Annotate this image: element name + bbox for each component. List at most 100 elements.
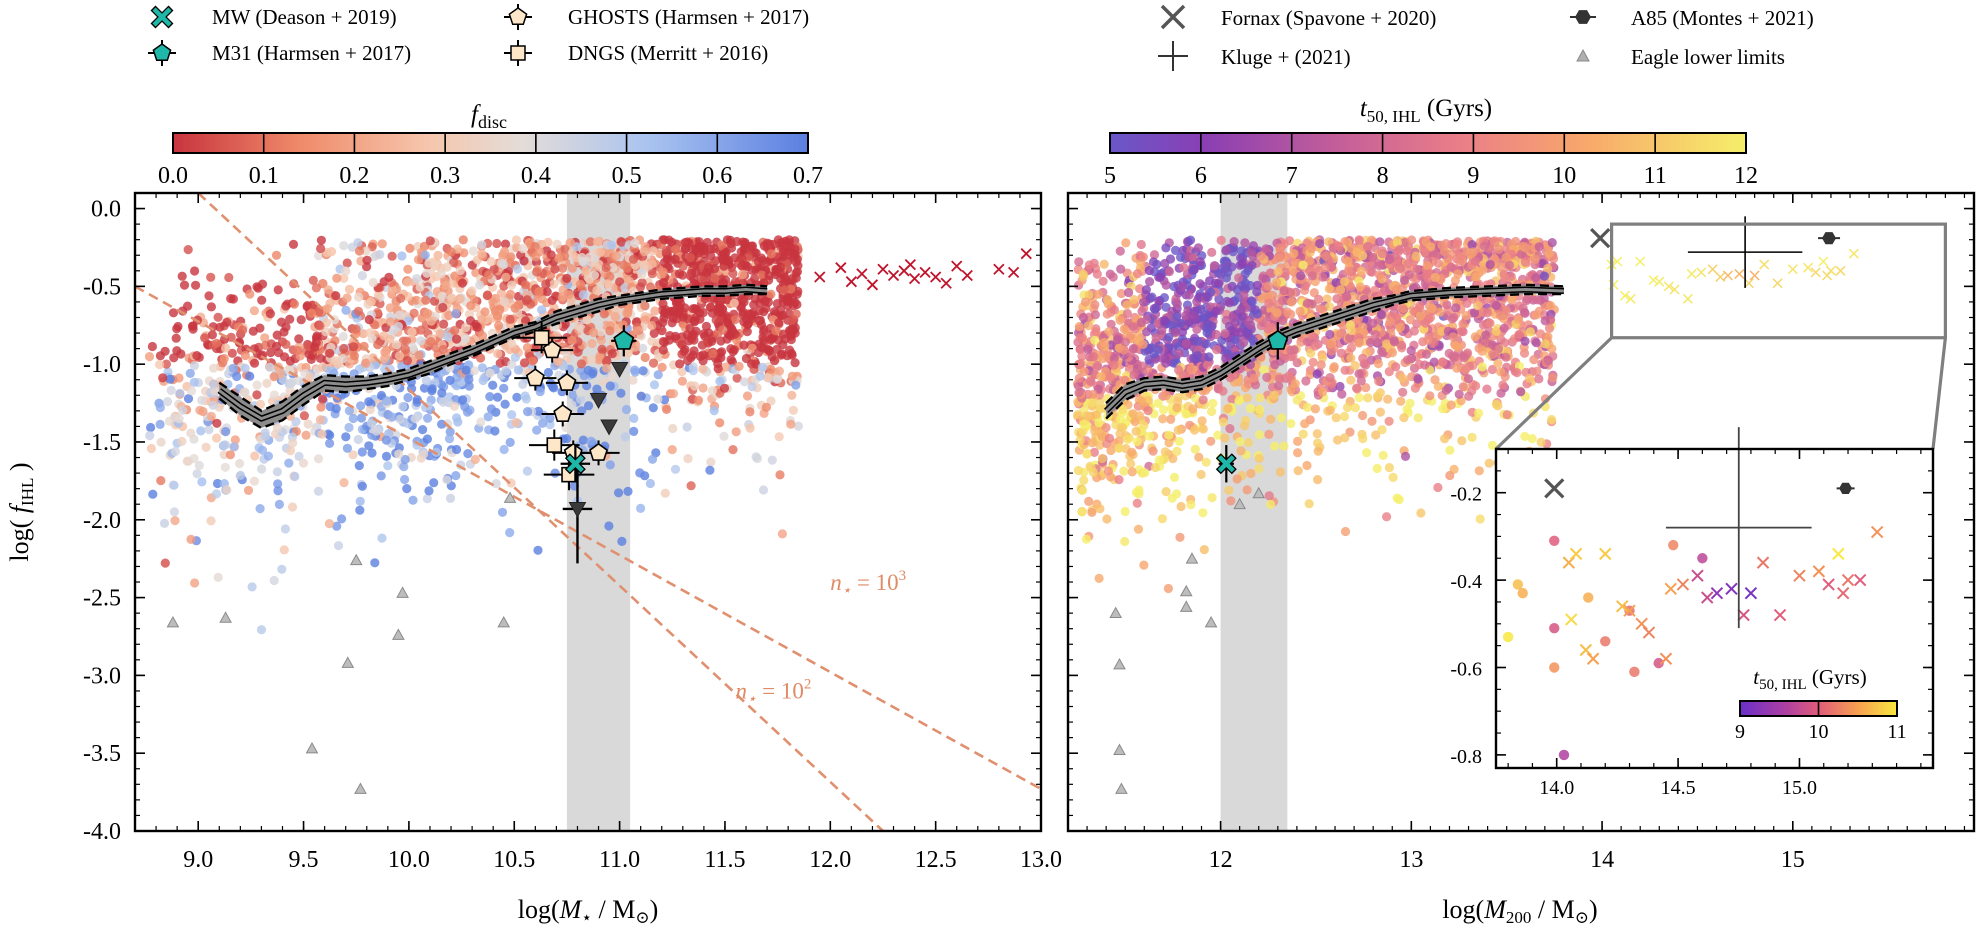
scatter-point	[586, 355, 596, 365]
scatter-point	[535, 387, 545, 397]
scatter-point	[260, 333, 270, 343]
scatter-point	[407, 327, 417, 337]
scatter-point	[756, 293, 766, 304]
scatter-point	[604, 521, 614, 531]
scatter-point	[630, 238, 640, 248]
scatter-point	[764, 346, 774, 356]
scatter-point	[449, 401, 459, 411]
scatter-point	[1095, 397, 1105, 407]
scatter-point	[706, 457, 716, 467]
x-tick-label: 9.5	[289, 847, 319, 873]
scatter-point	[156, 437, 166, 447]
scatter-point	[793, 421, 804, 431]
scatter-point	[201, 442, 211, 452]
legend-item: Fornax (Spavone + 2020)	[1160, 4, 1436, 30]
scatter-point	[1089, 447, 1099, 457]
scatter-point	[495, 358, 505, 368]
scatter-point	[1382, 512, 1392, 522]
scatter-point	[518, 244, 528, 254]
scatter-point	[296, 315, 306, 325]
scatter-point	[212, 478, 223, 489]
scatter-point	[693, 395, 704, 405]
scatter-point	[772, 299, 782, 309]
scatter-point	[1160, 258, 1170, 269]
scatter-point	[344, 406, 354, 416]
scatter-point	[337, 514, 347, 524]
scatter-point	[478, 375, 488, 386]
scatter-point	[1121, 238, 1131, 248]
scatter-point	[1080, 297, 1090, 307]
scatter-point	[607, 349, 617, 359]
scatter-point	[452, 373, 462, 383]
scatter-point	[523, 407, 533, 417]
scatter-point	[400, 474, 410, 485]
cross-point	[887, 269, 900, 282]
scatter-point	[266, 347, 276, 358]
scatter-point	[1236, 446, 1246, 456]
scatter-point	[707, 308, 718, 318]
scatter-point	[699, 329, 709, 339]
scatter-point	[1407, 235, 1417, 245]
scatter-point	[1469, 308, 1480, 318]
scatter-point	[499, 383, 509, 393]
scatter-point	[786, 330, 796, 340]
scatter-point	[315, 321, 325, 331]
scatter-point	[469, 366, 479, 376]
scatter-point	[647, 269, 657, 279]
scatter-point	[452, 444, 462, 455]
scatter-point	[429, 478, 439, 488]
scatter-point	[605, 326, 615, 336]
y-tick-label: -2.5	[83, 586, 121, 612]
scatter-point	[616, 388, 626, 398]
y-tick-label: -4.0	[83, 819, 121, 845]
scatter-point	[423, 413, 433, 423]
scatter-point	[176, 349, 186, 359]
scatter-point	[1482, 384, 1492, 394]
scatter-point	[640, 315, 650, 325]
scatter-point	[1285, 236, 1295, 246]
scatter-point	[683, 454, 693, 464]
scatter-point	[698, 350, 708, 360]
scatter-point	[657, 362, 667, 372]
scatter-point	[228, 294, 238, 304]
scatter-point	[601, 357, 612, 367]
scatter-point	[1103, 466, 1113, 476]
scatter-point	[582, 315, 592, 325]
scatter-point	[397, 251, 407, 261]
scatter-point	[1148, 446, 1158, 456]
scatter-point	[183, 394, 194, 404]
scatter-point	[476, 417, 486, 427]
scatter-point	[672, 314, 682, 324]
scatter-point	[305, 372, 315, 382]
scatter-point	[1073, 465, 1083, 476]
cross-point	[835, 262, 847, 274]
scatter-point	[364, 397, 374, 407]
scatter-point	[678, 261, 688, 271]
legend-label: Kluge + (2021)	[1221, 45, 1351, 69]
observations-left	[166, 322, 637, 794]
scatter-point	[1273, 267, 1283, 277]
scatter-point	[1097, 453, 1107, 464]
nstar-label-eq: = 10	[851, 570, 898, 595]
scatter-point	[403, 316, 413, 326]
scatter-point	[293, 345, 303, 356]
scatter-point	[475, 280, 485, 290]
scatter-point	[522, 295, 532, 305]
scatter-point	[718, 325, 728, 335]
scatter-point	[1377, 425, 1387, 435]
colorbar-tick-label: 12	[1734, 163, 1758, 189]
legend-marker-icon	[508, 7, 528, 26]
scatter-point	[739, 317, 749, 327]
scatter-point	[746, 309, 757, 319]
scatter-point	[648, 403, 658, 413]
scatter-point	[169, 480, 179, 490]
scatter-point	[1154, 455, 1164, 465]
scatter-point	[370, 558, 380, 568]
scatter-point	[196, 426, 206, 436]
dark-triangle-marker	[568, 501, 587, 518]
scatter-point	[1532, 295, 1542, 305]
scatter-point	[1392, 238, 1402, 248]
scatter-point	[623, 308, 633, 318]
scatter-point	[257, 295, 267, 305]
scatter-point	[501, 272, 511, 282]
